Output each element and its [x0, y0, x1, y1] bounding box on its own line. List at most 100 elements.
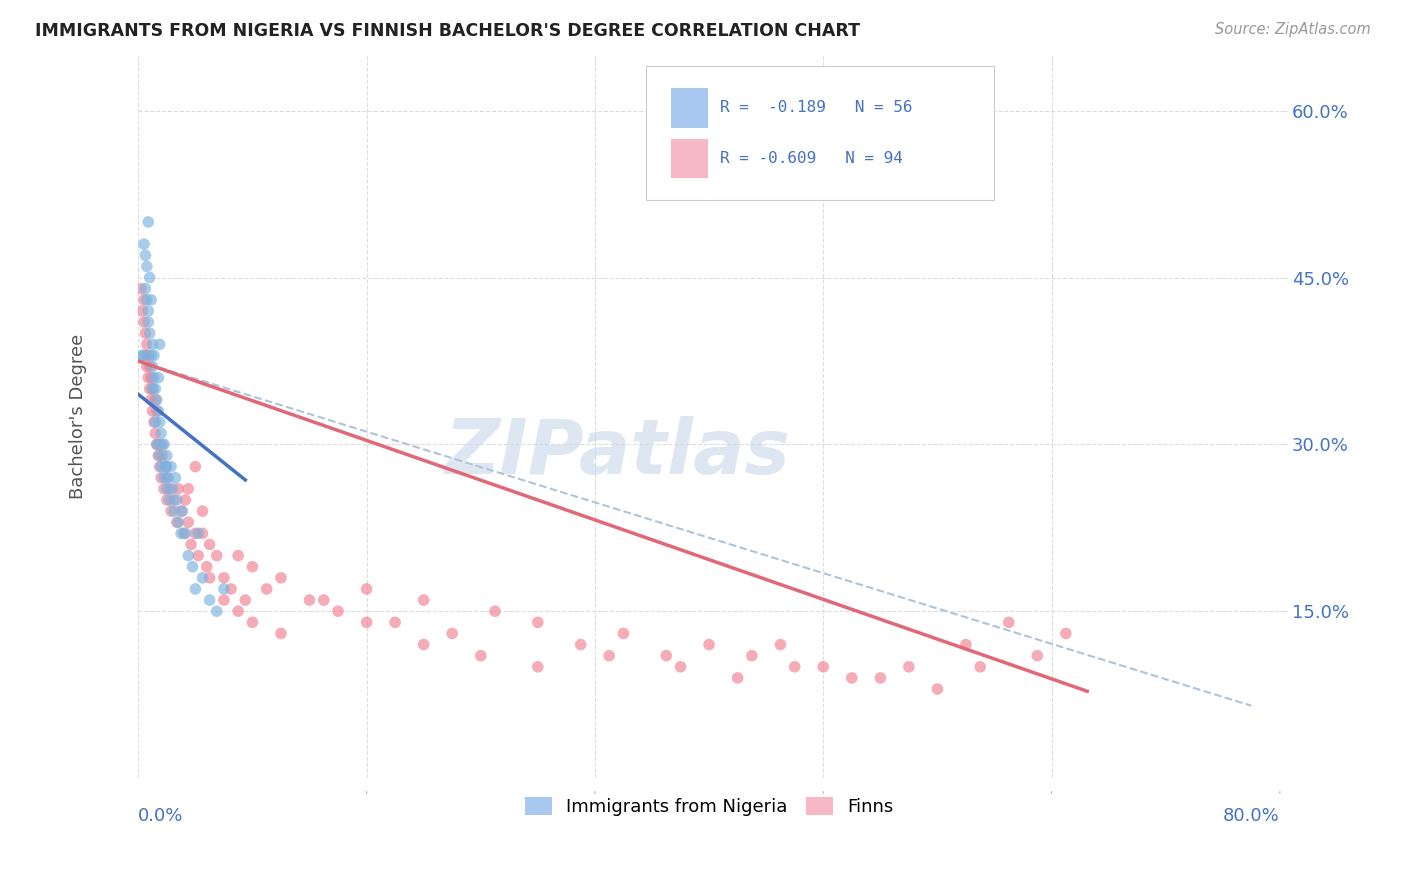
Point — [955, 638, 977, 652]
Point — [205, 549, 228, 563]
Point — [897, 660, 920, 674]
Point — [149, 337, 172, 351]
Point — [173, 526, 195, 541]
Point — [160, 504, 183, 518]
Point — [143, 415, 166, 429]
Point — [156, 482, 179, 496]
Point — [141, 359, 163, 374]
Point — [138, 326, 160, 341]
Point — [969, 660, 991, 674]
Point — [150, 471, 173, 485]
Point — [312, 593, 335, 607]
Text: 0.0%: 0.0% — [138, 807, 184, 825]
Point — [129, 282, 152, 296]
Point — [136, 315, 159, 329]
Point — [135, 359, 157, 374]
Point — [783, 660, 806, 674]
Point — [165, 471, 187, 485]
Point — [135, 293, 157, 307]
Point — [219, 582, 242, 596]
Point — [242, 559, 264, 574]
Point — [167, 515, 190, 529]
Point — [132, 237, 155, 252]
Text: Source: ZipAtlas.com: Source: ZipAtlas.com — [1215, 22, 1371, 37]
Point — [727, 671, 749, 685]
Point — [184, 582, 207, 596]
Point — [242, 615, 264, 630]
Point — [132, 293, 155, 307]
Point — [162, 482, 184, 496]
Point — [212, 571, 235, 585]
Point — [145, 382, 167, 396]
Point — [139, 348, 162, 362]
Point — [134, 282, 156, 296]
Point — [167, 482, 190, 496]
Point — [153, 437, 176, 451]
Point — [138, 382, 160, 396]
Point — [136, 348, 159, 362]
Point — [212, 593, 235, 607]
FancyBboxPatch shape — [647, 66, 994, 200]
Point — [612, 626, 634, 640]
Point — [150, 426, 173, 441]
Point — [141, 404, 163, 418]
Point — [174, 493, 197, 508]
Point — [177, 549, 200, 563]
Text: ZIPatlas: ZIPatlas — [444, 416, 790, 490]
Point — [143, 370, 166, 384]
Point — [139, 293, 162, 307]
Point — [159, 482, 181, 496]
Point — [166, 493, 188, 508]
Point — [170, 526, 193, 541]
Point — [156, 459, 179, 474]
Point — [697, 638, 720, 652]
Point — [174, 526, 197, 541]
Point — [198, 593, 221, 607]
FancyBboxPatch shape — [672, 138, 709, 178]
Point — [150, 459, 173, 474]
Point — [226, 604, 249, 618]
Point — [152, 449, 174, 463]
Point — [187, 526, 209, 541]
Point — [139, 392, 162, 407]
Point — [172, 504, 194, 518]
Point — [152, 437, 174, 451]
Point — [156, 471, 179, 485]
Point — [598, 648, 620, 663]
Point — [136, 304, 159, 318]
Point — [212, 582, 235, 596]
Point — [141, 337, 163, 351]
Point — [145, 426, 167, 441]
Point — [131, 348, 153, 362]
Point — [1026, 648, 1049, 663]
Point — [138, 270, 160, 285]
Point — [163, 493, 186, 508]
Point — [134, 326, 156, 341]
Point — [470, 648, 492, 663]
Point — [184, 459, 207, 474]
Point — [191, 526, 214, 541]
Point — [141, 382, 163, 396]
Point — [356, 582, 378, 596]
Point — [180, 537, 202, 551]
Point — [187, 549, 209, 563]
Legend: Immigrants from Nigeria, Finns: Immigrants from Nigeria, Finns — [517, 789, 901, 823]
Point — [149, 437, 172, 451]
Point — [148, 449, 170, 463]
Point — [484, 604, 506, 618]
Point — [145, 392, 167, 407]
Point — [270, 571, 292, 585]
Point — [412, 593, 434, 607]
Point — [166, 515, 188, 529]
Point — [146, 437, 169, 451]
Point — [184, 526, 207, 541]
Point — [198, 537, 221, 551]
Point — [298, 593, 321, 607]
Point — [145, 415, 167, 429]
Point — [527, 615, 550, 630]
Point — [1054, 626, 1077, 640]
Text: R = -0.609   N = 94: R = -0.609 N = 94 — [720, 151, 904, 166]
Point — [869, 671, 891, 685]
Point — [159, 493, 181, 508]
Point — [157, 471, 180, 485]
